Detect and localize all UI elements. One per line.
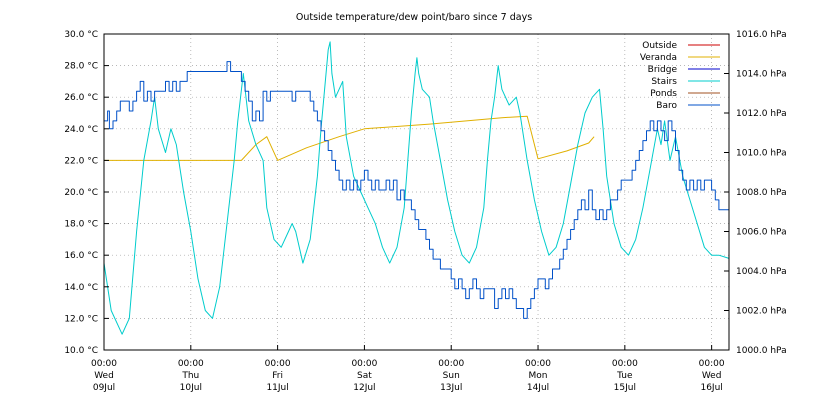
y-left-tick-label: 24.0 °C <box>64 125 98 135</box>
legend-label-ponds: Ponds <box>650 89 677 99</box>
x-tick-time: 00:00 <box>525 359 551 369</box>
y-left-tick-label: 18.0 °C <box>64 220 98 230</box>
series-line-stairs <box>103 41 730 335</box>
legend-label-baro: Baro <box>656 101 677 111</box>
y-right-tick-label: 1012.0 hPa <box>736 109 787 119</box>
y-right-tick-label: 1014.0 hPa <box>736 70 787 80</box>
y-left-tick-label: 28.0 °C <box>64 62 98 72</box>
y-left-tick-label: 16.0 °C <box>64 251 98 261</box>
y-right-tick-label: 1002.0 hPa <box>736 307 787 317</box>
x-tick-day: Mon <box>529 371 548 381</box>
series-line-baro <box>104 61 729 319</box>
y-left-tick-label: 12.0 °C <box>64 314 98 324</box>
x-tick-date: 10Jul <box>180 383 202 393</box>
y-left-tick-label: 22.0 °C <box>64 156 98 166</box>
x-tick-time: 00:00 <box>265 359 291 369</box>
chart-title: Outside temperature/dew point/baro since… <box>296 12 532 23</box>
legend: Outside Veranda Bridge Stairs Ponds Baro <box>640 41 720 111</box>
x-tick-day: Tue <box>616 371 633 381</box>
series-line-veranda <box>104 115 595 161</box>
y-left-tick-label: 14.0 °C <box>64 283 98 293</box>
x-tick-date: 09Jul <box>93 383 115 393</box>
x-tick-day: Sun <box>443 371 460 381</box>
y-right-tick-label: 1006.0 hPa <box>736 228 787 238</box>
legend-label-bridge: Bridge <box>648 65 678 75</box>
x-tick-date: 12Jul <box>353 383 375 393</box>
y-left-tick-label: 10.0 °C <box>64 346 98 356</box>
y-right-tick-label: 1008.0 hPa <box>736 188 787 198</box>
legend-label-veranda: Veranda <box>640 53 677 63</box>
x-tick-date: 14Jul <box>527 383 549 393</box>
x-tick-date: 15Jul <box>614 383 636 393</box>
x-tick-time: 00:00 <box>351 359 377 369</box>
x-tick-date: 16Jul <box>700 383 722 393</box>
legend-label-outside: Outside <box>642 41 677 51</box>
x-tick-day: Wed <box>94 371 114 381</box>
series-layer <box>103 41 730 335</box>
legend-label-stairs: Stairs <box>651 77 677 87</box>
x-tick-time: 00:00 <box>612 359 638 369</box>
x-tick-time: 00:00 <box>91 359 117 369</box>
x-tick-date: 11Jul <box>266 383 288 393</box>
y-left-tick-label: 30.0 °C <box>64 30 98 40</box>
x-tick-time: 00:00 <box>178 359 204 369</box>
y-right-tick-label: 1000.0 hPa <box>736 346 787 356</box>
x-tick-date: 13Jul <box>440 383 462 393</box>
x-tick-day: Thu <box>181 371 199 381</box>
y-left-tick-label: 26.0 °C <box>64 93 98 103</box>
axes-layer: 30.0 °C 28.0 °C 26.0 °C 24.0 °C 22.0 °C 20.0 … <box>64 30 786 393</box>
x-tick-time: 00:00 <box>438 359 464 369</box>
x-tick-day: Sat <box>357 371 372 381</box>
x-tick-day: Fri <box>272 371 283 381</box>
x-tick-time: 00:00 <box>699 359 725 369</box>
x-tick-day: Wed <box>702 371 722 381</box>
y-right-tick-label: 1004.0 hPa <box>736 267 787 277</box>
y-right-tick-label: 1016.0 hPa <box>736 30 787 40</box>
y-left-tick-label: 20.0 °C <box>64 188 98 198</box>
y-right-tick-label: 1010.0 hPa <box>736 149 787 159</box>
